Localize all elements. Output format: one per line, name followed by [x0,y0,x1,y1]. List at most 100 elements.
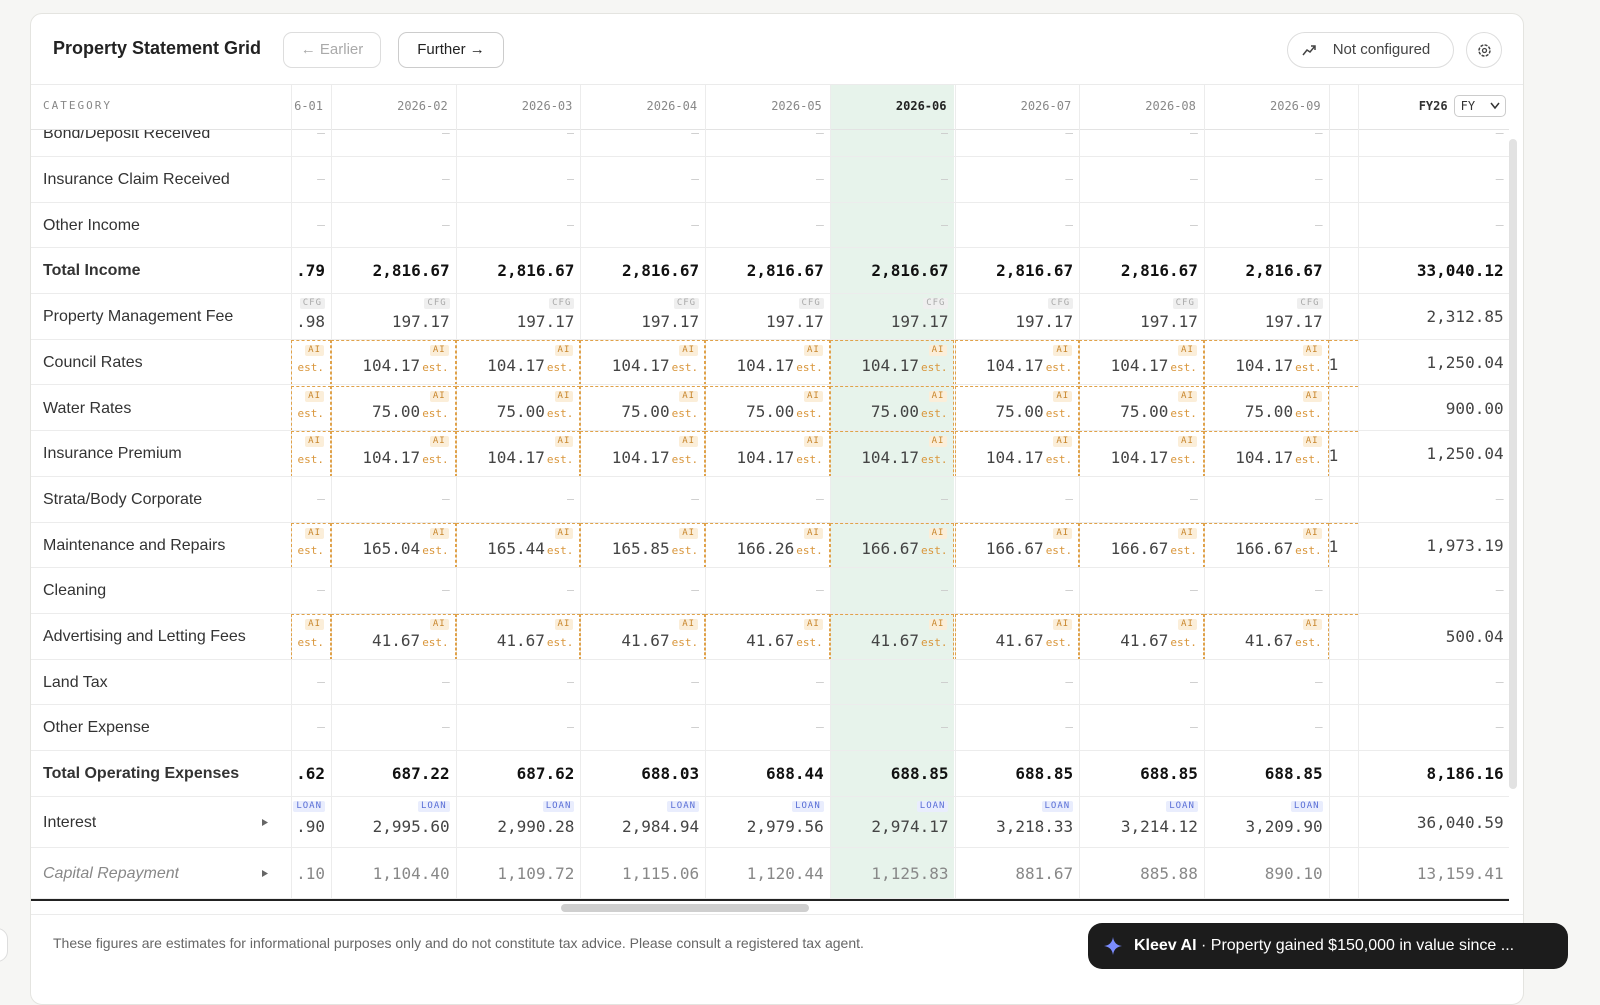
ai-toast[interactable]: Kleev AI · Property gained $150,000 in v… [1088,923,1568,969]
earlier-button[interactable]: ← Earlier [283,32,381,68]
cell-value: – [1065,674,1074,690]
grid-cell: 3,214.12 LOAN [1079,797,1204,847]
grid-cell: – [1204,477,1329,522]
h-scrollbar[interactable] [561,904,809,912]
est-suffix: est. [1295,407,1322,421]
row-label: Strata/Body Corporate [43,490,203,508]
cell-value: 3,209.90 [1245,816,1323,836]
cell-value: 41.67 [870,630,919,650]
grid-cell: 197.17 CFG [580,294,705,339]
grid-cell: – [705,130,830,156]
est-suffix: est. [1170,452,1197,466]
grid-cell: – [580,203,705,248]
grid-row: Other Income – – – – – – – – – – [31,203,1509,249]
cell-badge: AI [803,390,823,402]
overflow-cell: 1 [1328,522,1358,568]
grid-cell: – [1204,660,1329,705]
grid-cell: 104.17 est. AI [455,431,581,476]
cell-value: – [940,217,949,233]
cell-badge: AI [928,436,948,448]
cell-badge: AI [305,344,324,356]
cell-value: 165.44 [487,539,545,559]
grid-cell: 2,816.67 [456,248,581,293]
cell-value-wrap: 2,979.56 [747,817,824,836]
cell-badge: AI [305,619,324,630]
est-suffix: est. [671,544,699,558]
row-total: 1,973.19 [1426,535,1504,555]
cell-value-wrap: 688.85 [1140,751,1198,796]
grid-cell: 2,816.67 [580,248,705,293]
cell-value-wrap: – [442,477,450,522]
est-suffix: est. [1295,361,1322,375]
grid-cell: – [456,477,581,522]
cell-badge: AI [429,527,449,539]
expand-arrow[interactable] [262,870,268,878]
cell-value-wrap: – [1190,660,1198,705]
grid-cell: – [456,705,581,750]
row-total: 2,312.85 [1426,307,1504,327]
cell-value: – [1190,720,1198,736]
cell-value: 197.17 [890,311,949,331]
est-suffix: est. [297,361,325,375]
cell-value: 885.88 [1140,863,1198,883]
cell-value-wrap: 687.62 [517,751,575,796]
cell-value: 2,816.67 [497,261,575,281]
grid-cell: 166.67 est. AI [829,522,955,568]
grid-cell: .98 CFG [291,294,331,339]
cell-value-wrap: 197.17 [392,312,450,331]
fy-select[interactable]: FY [1453,95,1506,117]
grid-row: Bond/Deposit Received – – – – – – – – – – [31,130,1509,157]
cell-value: 104.17 [861,356,919,376]
cell-value-wrap: .62 [296,751,325,796]
est-suffix: est. [1045,407,1073,421]
grid-cell: 41.67 est. AI [580,614,706,659]
cell-badge: AI [1302,436,1322,448]
cell-value-wrap: – [442,130,450,156]
cell-badge: AI [1053,390,1073,402]
grid-cell: – [331,568,456,613]
cell-value: – [691,217,700,233]
cell-value-wrap: – [816,705,824,750]
grid-cell: est. AI [291,339,331,385]
cell-value: – [1065,583,1074,599]
cell-value: – [566,674,575,690]
grid-cell: 687.62 [456,751,581,796]
cell-value: 75.00 [621,402,670,422]
cell-value-wrap: 104.17 est. [986,448,1072,467]
grid-row: Total Operating Expenses .62 687.22 687.62 6… [31,751,1509,797]
cell-value: 197.17 [1015,311,1074,331]
side-handle[interactable] [0,928,8,962]
grid-cell: – [291,705,331,750]
cell-value: – [940,130,949,142]
cell-value: 166.67 [861,539,919,559]
v-scrollbar[interactable] [1509,139,1517,789]
cell-value-wrap: 3,209.90 [1246,817,1323,836]
cell-badge: AI [429,390,449,402]
cell-value: – [1065,130,1074,142]
cell-value-wrap: 890.10 [1265,848,1323,898]
cell-value-wrap: 2,995.60 [373,817,450,836]
further-button[interactable]: Further → [398,32,504,68]
column-divider [1079,85,1081,900]
cell-value: 1,125.83 [871,863,949,883]
cell-value: – [815,583,824,599]
cell-value: – [1314,583,1323,599]
status-button[interactable]: Not configured [1287,32,1454,68]
cell-value-wrap: – [566,660,575,705]
settings-button[interactable] [1466,32,1502,68]
cell-value-wrap: – [567,203,575,248]
est-suffix: est. [1045,544,1073,558]
row-label: Total Income [43,262,141,280]
grid-cell: – [955,568,1080,613]
grid-cell: est. AI [291,522,331,568]
column-divider [829,85,831,900]
cell-badge: CFG [1172,298,1198,310]
grid-cell: 1,109.72 [456,848,581,898]
cell-value: – [815,171,824,187]
expand-arrow[interactable] [262,819,268,827]
cell-value: 41.67 [995,630,1044,650]
cell-value: – [940,171,949,187]
grid-cell: 890.10 [1204,848,1329,898]
grid-row: Cleaning – – – – – – – – – – [31,568,1509,614]
cell-value: 75.00 [496,402,545,422]
